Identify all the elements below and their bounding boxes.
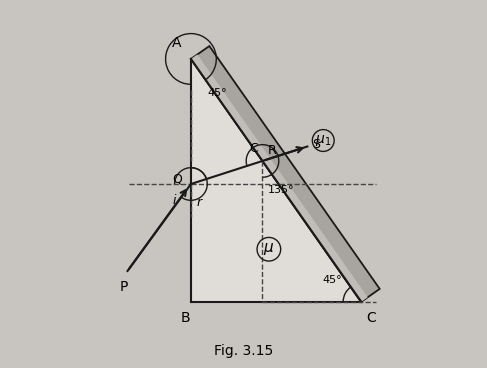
- Text: R: R: [268, 144, 277, 158]
- Text: 45°: 45°: [322, 276, 342, 286]
- Text: $\mu_1$: $\mu_1$: [315, 133, 331, 148]
- Polygon shape: [191, 54, 368, 302]
- Text: C: C: [367, 311, 376, 325]
- Text: 135°: 135°: [268, 184, 295, 195]
- Text: P: P: [120, 280, 128, 294]
- Text: i: i: [173, 194, 176, 207]
- Text: C: C: [249, 142, 258, 155]
- Text: B: B: [181, 311, 190, 325]
- Text: r: r: [196, 197, 202, 209]
- Polygon shape: [191, 46, 380, 302]
- Text: S: S: [312, 138, 319, 151]
- Text: A: A: [172, 36, 182, 50]
- Text: Fig. 3.15: Fig. 3.15: [214, 344, 273, 358]
- Polygon shape: [191, 59, 361, 302]
- Text: 45°: 45°: [207, 88, 227, 98]
- Text: Q: Q: [172, 172, 182, 185]
- Text: $\mu$: $\mu$: [263, 241, 275, 257]
